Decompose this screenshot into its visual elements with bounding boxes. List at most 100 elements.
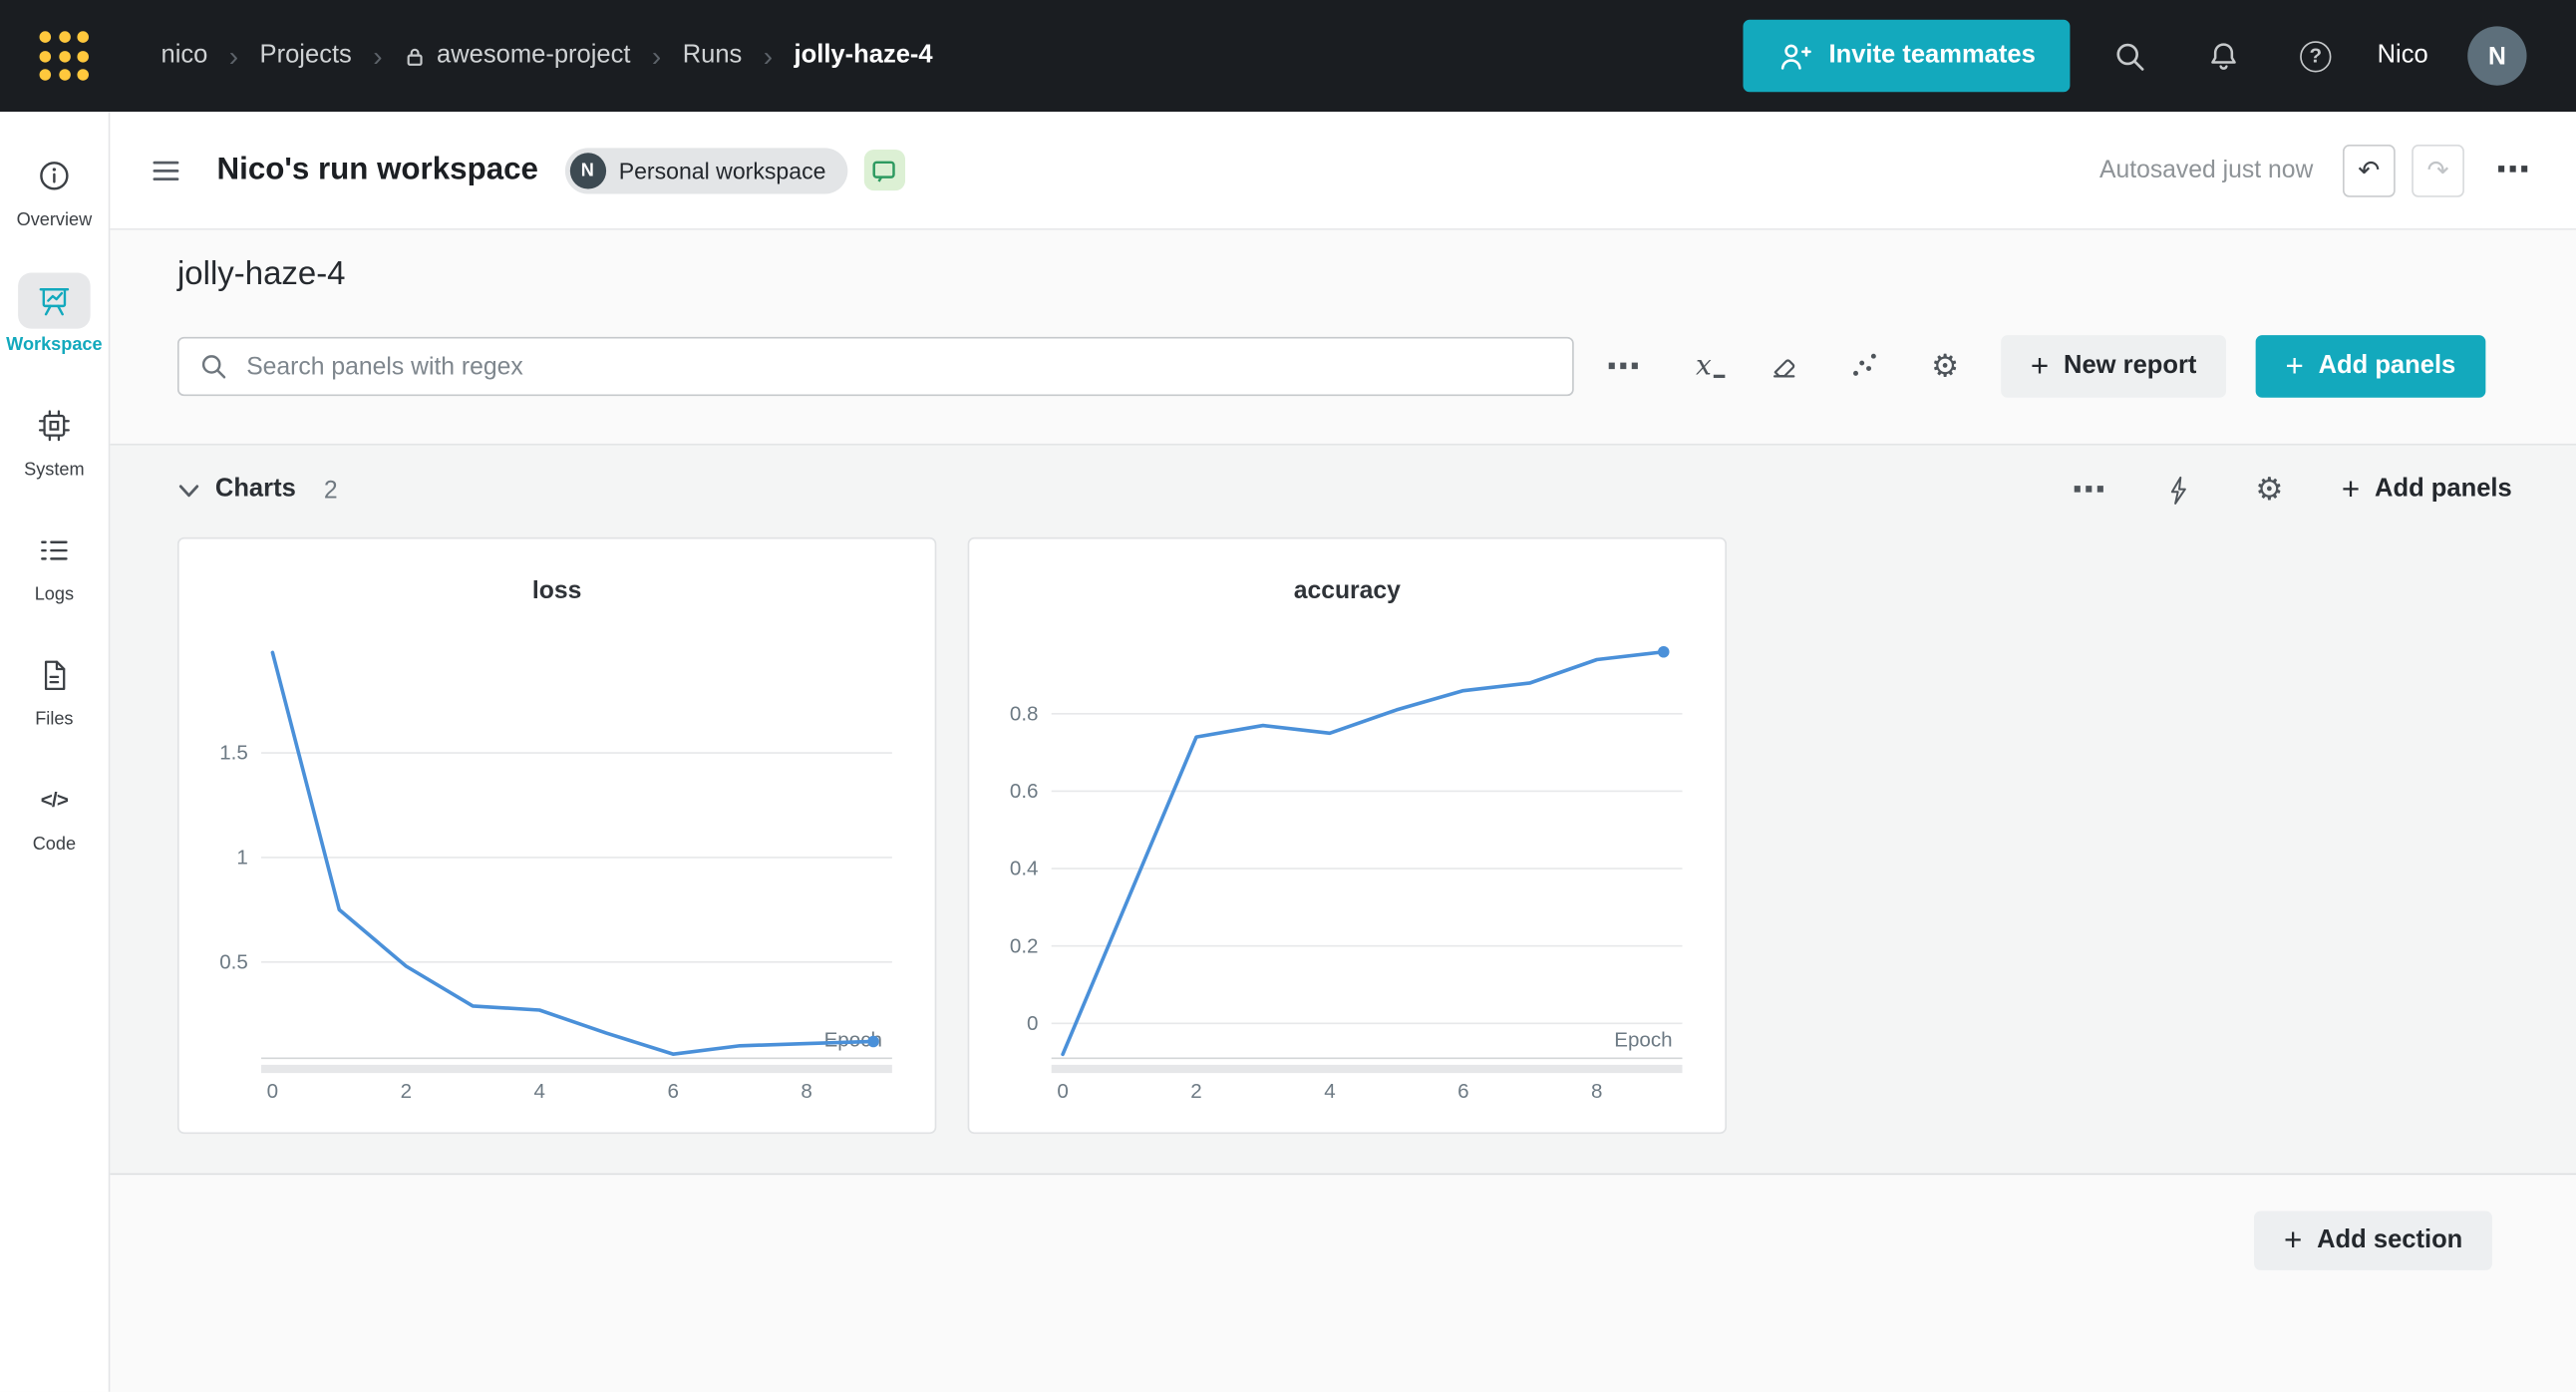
sidebar-item-label: Overview: [16, 209, 93, 230]
svg-text:6: 6: [1457, 1080, 1468, 1103]
report-badge-icon[interactable]: [863, 149, 905, 191]
svg-text:0.4: 0.4: [1010, 858, 1039, 880]
more-options-icon[interactable]: ⋯: [1605, 347, 1641, 386]
section-add-panels-button[interactable]: + Add panels: [2342, 474, 2512, 505]
panel-search-box[interactable]: [176, 336, 1574, 397]
loss-line-chart[interactable]: 0.5 1 1.5 0 2 4 6 8 Epoch: [179, 611, 935, 1104]
top-navbar: nico › Projects › awesome-project › Runs…: [0, 0, 2576, 113]
eraser-icon[interactable]: [1767, 348, 1802, 384]
svg-text:0.5: 0.5: [219, 950, 248, 973]
more-options-icon[interactable]: ⋯: [2071, 471, 2106, 510]
workspace-badge[interactable]: N Personal workspace: [564, 147, 847, 193]
sidebar-item-label: Files: [35, 709, 74, 730]
run-sidebar: Overview Workspace: [0, 112, 111, 1392]
plus-icon: +: [2285, 349, 2304, 384]
panel-search-row: ⋯ x: [176, 335, 2512, 398]
add-section-button[interactable]: + Add section: [2254, 1211, 2492, 1270]
panel-toolbar: ⋯ x: [1605, 348, 1963, 384]
navbar-icons: ?: [2112, 39, 2332, 74]
undo-button[interactable]: ↶: [2342, 144, 2396, 196]
bottom-area: + Add section: [110, 1175, 2576, 1392]
bell-icon[interactable]: [2206, 39, 2241, 74]
svg-text:8: 8: [801, 1080, 811, 1103]
svg-text:2: 2: [1190, 1080, 1201, 1103]
panels-row: loss 0.5 1 1.5 0 2 4 6 8 Epoch accuracy 0 0.2 0.4 0…: [176, 536, 2512, 1135]
search-icon: [201, 355, 226, 379]
new-report-button[interactable]: + New report: [2001, 335, 2227, 398]
svg-text:0: 0: [267, 1080, 278, 1103]
charts-section-header: Charts 2 ⋯ ⚙ + Add panels: [177, 462, 2512, 518]
hamburger-menu-icon[interactable]: [150, 154, 182, 186]
accuracy-line-chart[interactable]: 0 0.2 0.4 0.6 0.8 0 2 4 6 8 Epoch: [969, 611, 1725, 1104]
svg-text:8: 8: [1591, 1080, 1602, 1103]
chip-icon: [18, 398, 91, 454]
plus-icon: +: [2030, 349, 2050, 384]
sidebar-item-label: System: [24, 460, 85, 481]
invite-teammates-button[interactable]: Invite teammates: [1743, 19, 2071, 93]
scatter-plot-icon[interactable]: [1846, 348, 1882, 384]
breadcrumb-entity[interactable]: nico: [161, 41, 208, 70]
x-axis-icon[interactable]: x: [1696, 349, 1724, 383]
chevron-right-icon: ›: [763, 40, 774, 72]
new-report-label: New report: [2064, 351, 2197, 380]
chevron-right-icon: ›: [651, 40, 662, 72]
redo-button[interactable]: ↷: [2412, 144, 2464, 196]
breadcrumb-project-label: awesome-project: [436, 41, 631, 70]
workspace-badge-avatar: N: [569, 152, 606, 188]
zap-icon[interactable]: [2161, 472, 2197, 508]
more-options-icon[interactable]: ⋯: [2495, 151, 2530, 189]
sidebar-item-label: Workspace: [6, 335, 103, 355]
workspace-board-icon: [18, 272, 91, 329]
chart-title: accuracy: [1293, 576, 1401, 605]
svg-text:0.8: 0.8: [1010, 702, 1039, 725]
svg-text:0.6: 0.6: [1010, 780, 1039, 803]
workspace-badge-label: Personal workspace: [618, 157, 826, 183]
workspace-title: Nico's run workspace: [216, 152, 538, 187]
sidebar-item-system[interactable]: System: [0, 398, 109, 480]
charts-section: Charts 2 ⋯ ⚙ + Add panels: [110, 443, 2576, 1176]
run-block: jolly-haze-4 ⋯ x: [110, 229, 2576, 444]
panel-search-input[interactable]: [242, 350, 1553, 383]
svg-text:6: 6: [667, 1080, 678, 1103]
breadcrumb-project[interactable]: awesome-project: [404, 41, 631, 71]
sidebar-item-logs[interactable]: Logs: [0, 522, 109, 604]
info-icon: [18, 148, 91, 203]
user-avatar[interactable]: N: [2467, 26, 2527, 86]
section-actions: ⋯ ⚙ + Add panels: [2071, 472, 2512, 508]
username[interactable]: Nico: [2377, 41, 2428, 70]
breadcrumb-projects[interactable]: Projects: [259, 41, 352, 70]
sidebar-item-workspace[interactable]: Workspace: [0, 272, 109, 355]
sidebar-item-code[interactable]: </> Code: [0, 773, 109, 855]
wandb-logo-icon[interactable]: [39, 31, 89, 81]
invite-teammates-label: Invite teammates: [1828, 41, 2036, 70]
lock-icon: [407, 48, 423, 66]
settings-gear-icon[interactable]: ⚙: [1931, 349, 1960, 384]
search-icon[interactable]: [2112, 39, 2147, 74]
panel-accuracy[interactable]: accuracy 0 0.2 0.4 0.6 0.8 0 2 4 6 8 Epoch: [967, 536, 1728, 1135]
person-plus-icon: [1781, 43, 1812, 69]
breadcrumb-runs[interactable]: Runs: [682, 41, 743, 70]
add-panels-button[interactable]: + Add panels: [2255, 335, 2485, 398]
autosave-status: Autosaved just now: [2098, 156, 2314, 184]
add-section-label: Add section: [2317, 1225, 2463, 1254]
app-body: Overview Workspace: [0, 112, 2576, 1392]
breadcrumb-run: jolly-haze-4: [794, 41, 933, 70]
panel-loss[interactable]: loss 0.5 1 1.5 0 2 4 6 8 Epoch: [176, 536, 937, 1135]
chevron-down-icon[interactable]: [177, 479, 200, 500]
sidebar-item-files[interactable]: Files: [0, 647, 109, 730]
list-icon: [18, 522, 91, 578]
run-name: jolly-haze-4: [176, 256, 346, 293]
settings-gear-icon[interactable]: ⚙: [2255, 472, 2284, 508]
add-panels-label: Add panels: [2318, 351, 2456, 380]
document-icon: [18, 647, 91, 703]
sidebar-item-label: Code: [32, 835, 77, 855]
help-icon[interactable]: ?: [2300, 40, 2332, 72]
chevron-right-icon: ›: [228, 40, 239, 72]
svg-text:1.5: 1.5: [219, 742, 248, 765]
sidebar-item-label: Logs: [34, 584, 75, 605]
workspace-header: Nico's run workspace N Personal workspac…: [110, 112, 2576, 230]
sidebar-item-overview[interactable]: Overview: [0, 148, 109, 230]
section-title: Charts: [214, 475, 296, 504]
chevron-right-icon: ›: [373, 40, 383, 72]
